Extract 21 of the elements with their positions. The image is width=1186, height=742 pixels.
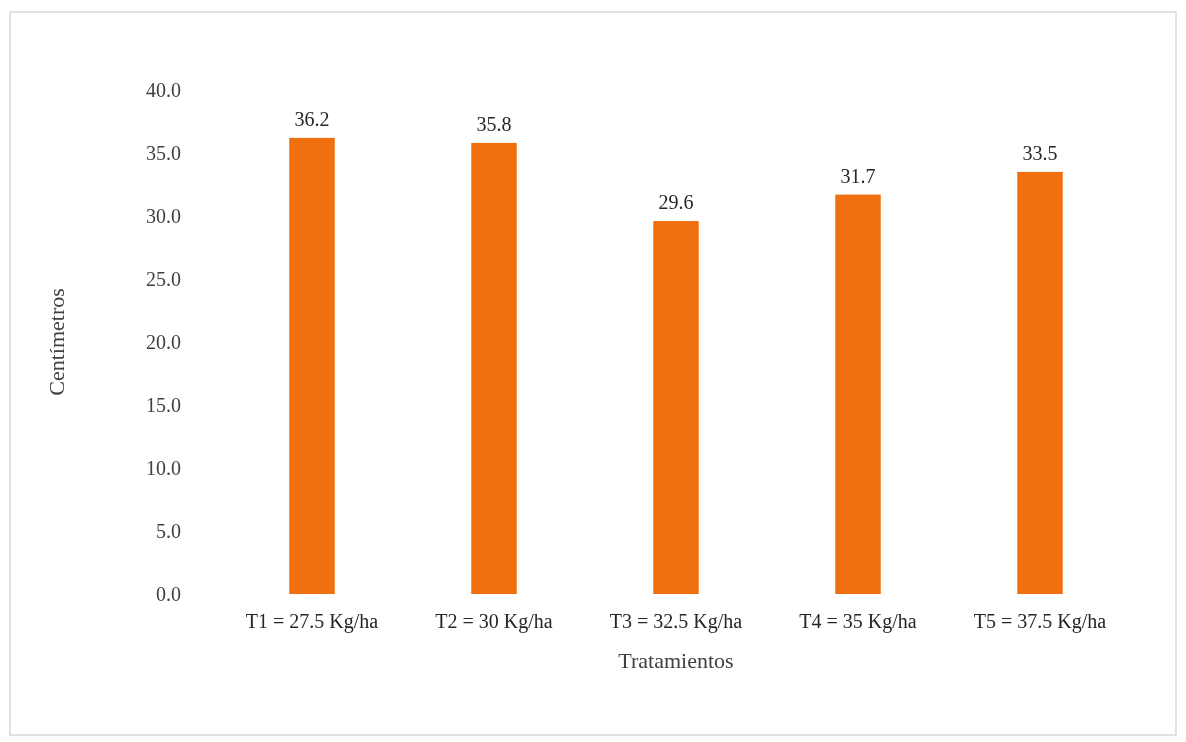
data-label: 29.6 <box>658 191 694 214</box>
y-tick-label: 0.0 <box>156 583 181 605</box>
x-tick-label: T1 = 27.5 Kg/ha <box>245 610 379 633</box>
data-label: 31.7 <box>840 164 876 187</box>
y-tick-label: 35.0 <box>146 142 181 164</box>
x-axis-title: Tratamientos <box>618 648 734 673</box>
data-label: 35.8 <box>476 112 512 135</box>
data-label: 33.5 <box>1022 141 1058 164</box>
x-tick-label: T2 = 30 Kg/ha <box>435 610 553 633</box>
y-tick-label: 30.0 <box>146 205 181 227</box>
y-tick-label: 10.0 <box>146 457 181 479</box>
y-tick-label: 40.0 <box>146 79 181 101</box>
y-tick-label: 25.0 <box>146 268 181 290</box>
x-tick-label: T4 = 35 Kg/ha <box>799 610 917 633</box>
y-tick-label: 20.0 <box>146 331 181 353</box>
data-label: 36.2 <box>294 107 330 130</box>
y-tick-label: 5.0 <box>156 520 181 542</box>
x-tick-label: T5 = 37.5 Kg/ha <box>973 610 1107 633</box>
x-tick-label: T3 = 32.5 Kg/ha <box>609 610 743 633</box>
y-axis-title: Centímetros <box>44 288 69 396</box>
y-tick-label: 15.0 <box>146 394 181 416</box>
